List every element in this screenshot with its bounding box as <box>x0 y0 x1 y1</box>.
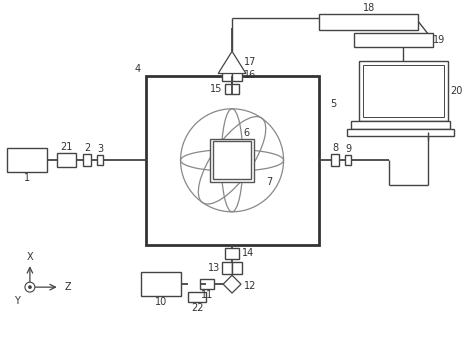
Circle shape <box>28 286 31 289</box>
Bar <box>225 247 239 260</box>
Polygon shape <box>218 51 246 73</box>
Text: 1: 1 <box>24 173 30 183</box>
Text: 15: 15 <box>210 84 222 94</box>
Text: 3: 3 <box>97 144 103 154</box>
Bar <box>354 34 433 47</box>
Text: 20: 20 <box>450 86 462 96</box>
Text: 11: 11 <box>201 290 213 300</box>
Bar <box>83 154 91 166</box>
Bar <box>347 129 454 136</box>
Bar <box>351 121 450 129</box>
Bar <box>359 61 448 121</box>
Bar <box>141 272 181 296</box>
Bar <box>7 148 47 172</box>
Bar <box>232 69 242 81</box>
Text: 4: 4 <box>135 64 141 74</box>
Text: 12: 12 <box>244 281 256 291</box>
Bar <box>97 155 103 165</box>
Text: 18: 18 <box>363 3 375 13</box>
Bar <box>189 292 206 302</box>
Bar <box>363 65 444 117</box>
Polygon shape <box>223 275 241 293</box>
Bar <box>319 13 419 29</box>
Text: 19: 19 <box>433 35 445 45</box>
Bar <box>210 138 254 182</box>
Bar <box>222 69 232 81</box>
Bar <box>225 84 239 94</box>
Text: X: X <box>27 253 33 262</box>
Text: 5: 5 <box>330 99 336 109</box>
Text: 21: 21 <box>60 143 73 153</box>
Text: 16: 16 <box>244 70 256 80</box>
Bar <box>331 154 339 166</box>
Text: 7: 7 <box>266 177 273 187</box>
Circle shape <box>25 282 35 292</box>
Text: 14: 14 <box>242 248 254 258</box>
Bar <box>345 155 351 165</box>
Text: 6: 6 <box>244 128 250 138</box>
Bar <box>201 279 214 289</box>
Text: 9: 9 <box>345 144 351 154</box>
Bar <box>57 153 76 167</box>
Text: 2: 2 <box>84 144 91 153</box>
Text: 17: 17 <box>244 57 256 67</box>
Text: 8: 8 <box>332 144 338 153</box>
Bar <box>146 76 319 245</box>
Circle shape <box>181 109 283 212</box>
Text: 10: 10 <box>155 297 167 307</box>
Text: 22: 22 <box>191 303 204 313</box>
Bar <box>213 142 251 179</box>
Text: Y: Y <box>14 296 20 306</box>
Bar <box>222 262 232 274</box>
Text: Z: Z <box>64 282 71 292</box>
Text: 13: 13 <box>208 263 220 273</box>
Bar <box>232 262 242 274</box>
